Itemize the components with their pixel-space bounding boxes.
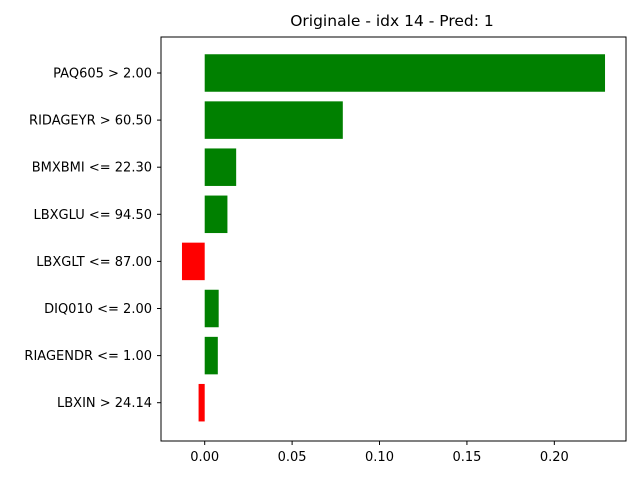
x-tick-label-1: 0.05: [278, 450, 307, 465]
x-tick-label-4: 0.20: [540, 450, 569, 465]
bar-6: [204, 336, 218, 375]
y-tick-label-7: LBXIN > 24.14: [57, 396, 152, 411]
bar-0: [204, 54, 606, 92]
x-axis: 0.00 0.05 0.10 0.15 0.20: [190, 441, 569, 465]
y-tick-label-3: LBXGLU <= 94.50: [33, 208, 152, 223]
plot-frame: [160, 36, 627, 442]
y-tick-label-5: DIQ010 <= 2.00: [44, 302, 152, 317]
y-tick-label-0: PAQ605 > 2.00: [53, 67, 152, 82]
y-tick-label-4: LBXGLT <= 87.00: [36, 255, 152, 270]
bar-5: [204, 289, 219, 328]
chart-title: Originale - idx 14 - Pred: 1: [290, 12, 494, 30]
y-tick-label-1: RIDAGEYR > 60.50: [29, 114, 152, 129]
bar-7: [198, 383, 205, 422]
bar-2: [204, 148, 237, 186]
y-axis: PAQ605 > 2.00 RIDAGEYR > 60.50 BMXBMI <= 2…: [24, 67, 161, 411]
x-tick-label-3: 0.15: [452, 450, 481, 465]
x-tick-label-0: 0.00: [190, 450, 219, 465]
y-tick-label-6: RIAGENDR <= 1.00: [24, 349, 152, 364]
x-tick-label-2: 0.10: [365, 450, 394, 465]
y-tick-label-2: BMXBMI <= 22.30: [32, 161, 152, 176]
bar-3: [204, 195, 228, 234]
bar-4: [181, 242, 205, 281]
bar-1: [204, 101, 343, 139]
bars-group: [181, 54, 606, 422]
